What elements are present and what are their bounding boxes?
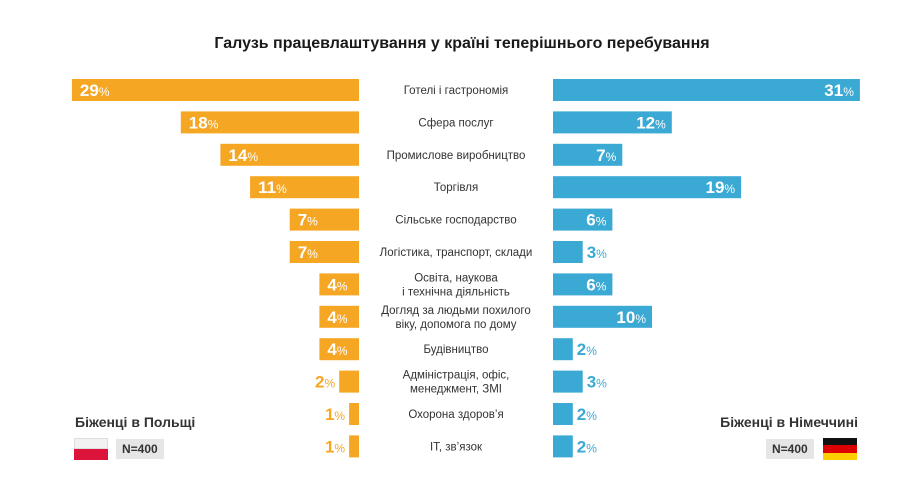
germany-flag-icon [823, 438, 857, 460]
bar-germany [553, 435, 573, 458]
legend-poland-sample-size: N=400 [116, 439, 164, 459]
bar-germany [553, 273, 613, 296]
value-label-germany: 3% [587, 373, 607, 392]
bar-poland [71, 79, 360, 101]
category-label: Охорона здоров’я [408, 409, 503, 421]
value-label-germany: 3% [587, 243, 607, 262]
category-label: Догляд за людьми похилого віку, допомога … [381, 305, 531, 331]
value-label-germany: 31% [824, 81, 854, 100]
bar-poland [250, 176, 359, 199]
poland-series: 29% 18% 14%11% 7% 7% 4% 4% 4% 2% 1% 1% [71, 79, 360, 458]
bar-germany [553, 338, 573, 361]
value-label-poland: 7% [298, 243, 318, 262]
value-label-poland: 2% [315, 373, 335, 392]
value-label-poland: 1% [325, 405, 345, 424]
category-label: Сфера послуг [418, 117, 493, 129]
value-label-poland: 4% [327, 340, 347, 359]
value-label-germany: 19% [706, 178, 736, 197]
category-label: Готелі і гастрономія [404, 85, 509, 97]
category-label: Логістика, транспорт, склади [380, 247, 533, 259]
value-label-poland: 29% [80, 81, 110, 100]
bar-poland [349, 403, 359, 425]
bar-germany [553, 176, 742, 199]
bar-poland [220, 143, 359, 166]
category-labels: Готелі і гастрономія Сфера послуг Промисло… [380, 85, 533, 453]
bar-germany [553, 241, 583, 263]
value-label-germany: 12% [636, 113, 666, 132]
poland-flag-icon [74, 438, 108, 460]
category-label: Адміністрація, офіс, менеджмент, ЗМІ [403, 370, 510, 396]
value-label-poland: 18% [189, 113, 219, 132]
bar-germany [553, 305, 652, 328]
bar-germany [553, 111, 672, 134]
value-label-germany: 7% [596, 146, 616, 165]
category-label: IT, зв’язок [430, 441, 483, 453]
value-label-germany: 2% [577, 405, 597, 424]
value-label-poland: 7% [298, 211, 318, 230]
value-label-poland: 1% [325, 437, 345, 456]
category-label: Промислове виробництво [387, 150, 526, 162]
bar-germany [553, 79, 860, 101]
value-label-germany: 2% [577, 437, 597, 456]
value-label-germany: 6% [586, 211, 606, 230]
germany-series: 31% 12% 7% 19% 6% 3% 6% 10% 2% 3% 2% 2% [553, 79, 860, 458]
category-label: Торгівля [434, 182, 478, 194]
bar-poland [349, 435, 359, 458]
value-label-poland: 4% [327, 308, 347, 327]
category-label: Будівництво [423, 344, 488, 356]
bar-poland [289, 208, 359, 231]
bar-poland [289, 241, 359, 263]
legend-poland-label: Біженці в Польщі [75, 414, 196, 430]
value-label-germany: 2% [577, 340, 597, 359]
bar-germany [553, 143, 623, 166]
bar-germany [553, 370, 583, 393]
bar-germany [553, 208, 613, 231]
legend-germany-label: Біженці в Німеччині [720, 414, 858, 430]
value-label-poland: 4% [327, 275, 347, 294]
bar-germany [553, 403, 573, 425]
bar-poland [319, 305, 359, 328]
legend-germany-sample-size: N=400 [766, 439, 814, 459]
bar-poland [180, 111, 359, 134]
value-label-germany: 6% [586, 275, 606, 294]
category-label: Освіта, наукова і технічна діяльність [402, 272, 510, 298]
value-label-poland: 14% [228, 146, 258, 165]
category-label: Сільське господарство [395, 215, 516, 227]
bar-poland [339, 370, 359, 393]
bar-poland [319, 338, 359, 361]
value-label-poland: 11% [258, 178, 287, 197]
chart-title: Галузь працевлаштування у країні теперіш… [214, 35, 709, 52]
bar-poland [319, 273, 359, 296]
value-label-germany: 10% [616, 308, 646, 327]
